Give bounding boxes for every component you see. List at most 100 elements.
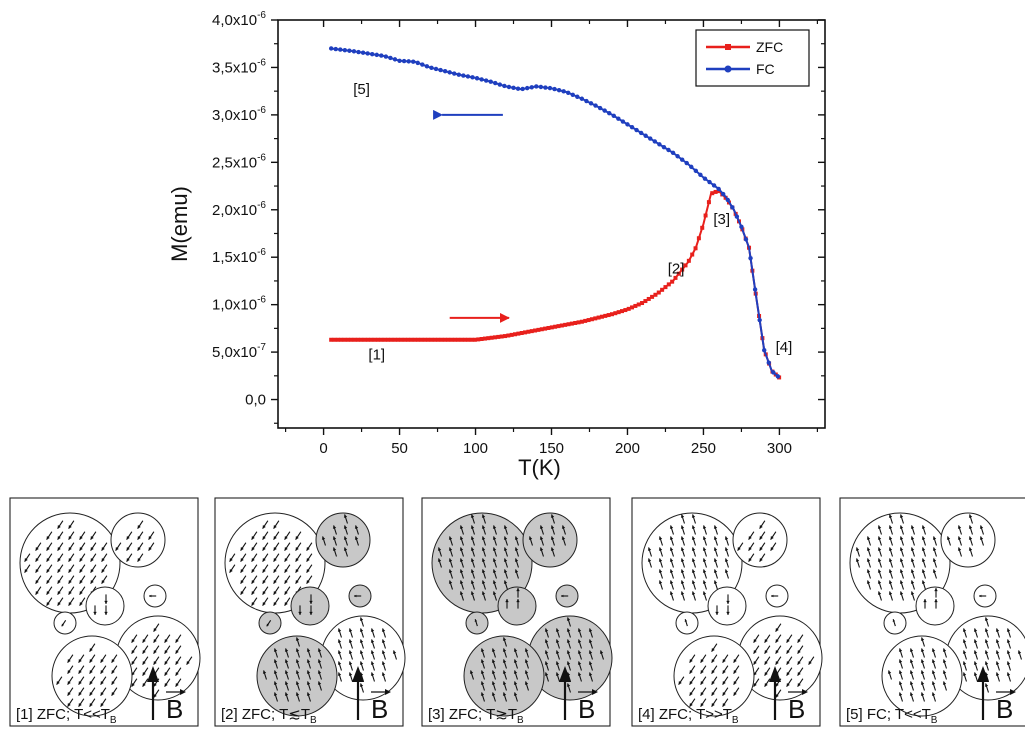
data-point — [586, 318, 591, 323]
spin-arrowhead — [262, 569, 266, 573]
spin-arrowhead — [295, 692, 300, 696]
spin-arrowhead — [492, 547, 497, 551]
spin-arrowhead — [502, 692, 507, 696]
point-annotation: [1] — [368, 347, 385, 364]
spin-arrowhead — [713, 547, 718, 551]
spin-arrowhead — [770, 536, 774, 540]
spin-arrowhead — [544, 672, 549, 676]
spin-arrowhead — [502, 670, 507, 674]
data-point — [461, 73, 466, 78]
data-point — [646, 296, 651, 301]
spin-arrowhead — [35, 558, 39, 562]
spin-arrowhead — [251, 591, 255, 595]
spin-arrowhead — [370, 672, 375, 676]
particle-outline — [463, 635, 545, 717]
spin-arrowhead — [539, 547, 544, 551]
particle-outline — [881, 635, 963, 717]
data-point — [596, 315, 601, 320]
spin-arrowhead — [689, 703, 693, 707]
spin-arrowhead — [295, 536, 299, 540]
spin-arrowhead — [46, 602, 50, 606]
spin-arrowhead — [381, 639, 386, 643]
spin-arrowhead — [588, 628, 593, 632]
spin-arrowhead — [942, 659, 947, 663]
spin-arrowhead — [317, 681, 322, 685]
particle-outline — [465, 611, 489, 635]
data-point — [675, 154, 680, 159]
data-point — [416, 337, 421, 342]
data-point — [519, 331, 524, 336]
vector-bar-head — [180, 689, 186, 695]
nanoparticle — [641, 512, 743, 614]
nanoparticle — [973, 584, 997, 608]
particle-outline — [675, 611, 699, 635]
spin-arrowhead — [555, 672, 560, 676]
spin-arrowhead — [306, 547, 310, 551]
data-point — [707, 179, 712, 185]
y-tick-label: 1,0x10-6 — [212, 295, 266, 314]
data-point — [383, 54, 389, 59]
nanoparticle — [732, 512, 788, 568]
spin-arrowhead — [100, 703, 104, 707]
spin-arrowhead — [920, 648, 925, 652]
spin-arrowhead — [295, 558, 299, 562]
spin-arrowhead — [481, 525, 486, 529]
data-point — [462, 337, 467, 342]
data-point — [356, 49, 361, 55]
spin-arrowhead — [251, 547, 255, 551]
spin-arrowhead — [503, 580, 508, 584]
spin-arrowhead — [1006, 650, 1011, 654]
data-point — [599, 314, 604, 319]
spin-arrowhead — [306, 670, 311, 674]
panel-label: [2] ZFC; T≲TB — [221, 706, 317, 726]
spin-arrowhead — [702, 536, 707, 540]
spin-arrowhead — [753, 661, 757, 665]
data-point — [607, 110, 612, 116]
spin-arrowhead — [480, 692, 485, 696]
spin-arrowhead — [137, 525, 141, 529]
data-point — [734, 214, 740, 219]
spin-arrowhead — [979, 594, 982, 598]
spin-arrowhead — [142, 650, 146, 654]
spin-arrowhead — [713, 558, 718, 562]
data-point — [752, 287, 758, 292]
data-point — [342, 47, 348, 53]
particle-outline — [915, 586, 955, 626]
data-point — [472, 337, 477, 342]
spin-arrowhead — [689, 659, 693, 663]
data-point — [382, 337, 387, 342]
data-point — [710, 191, 715, 196]
spin-arrowhead — [899, 569, 904, 573]
spin-arrowhead — [577, 650, 582, 654]
data-point — [526, 329, 531, 334]
data-point — [389, 337, 394, 342]
data-point — [379, 53, 384, 58]
spin-arrowhead — [931, 692, 936, 696]
spin-arrowhead — [115, 547, 119, 551]
spin-arrowhead — [516, 599, 520, 603]
spin-arrowhead — [524, 670, 529, 674]
spin-arrowhead — [131, 650, 135, 654]
spin-arrowhead — [921, 569, 926, 573]
point-annotation: [2] — [668, 260, 685, 277]
data-point — [686, 258, 691, 263]
spin-arrowhead — [691, 547, 696, 551]
spin-arrowhead — [470, 580, 475, 584]
data-point — [652, 139, 658, 144]
spin-arrowhead — [669, 547, 674, 551]
spin-arrowhead — [273, 591, 277, 595]
data-point — [432, 337, 437, 342]
spin-arrowhead — [459, 525, 464, 529]
data-point — [547, 85, 553, 91]
spin-arrowhead — [946, 536, 951, 540]
spin-arrowhead — [942, 670, 947, 674]
spin-arrowhead — [984, 617, 989, 621]
spin-arrowhead — [658, 547, 663, 551]
data-point — [355, 337, 360, 342]
spin-arrowhead — [898, 670, 903, 674]
spin-arrowhead — [470, 569, 475, 573]
spin-arrowhead — [877, 591, 882, 595]
spin-arrowhead — [1017, 650, 1022, 654]
data-point — [388, 55, 393, 61]
legend-label: ZFC — [756, 39, 783, 55]
